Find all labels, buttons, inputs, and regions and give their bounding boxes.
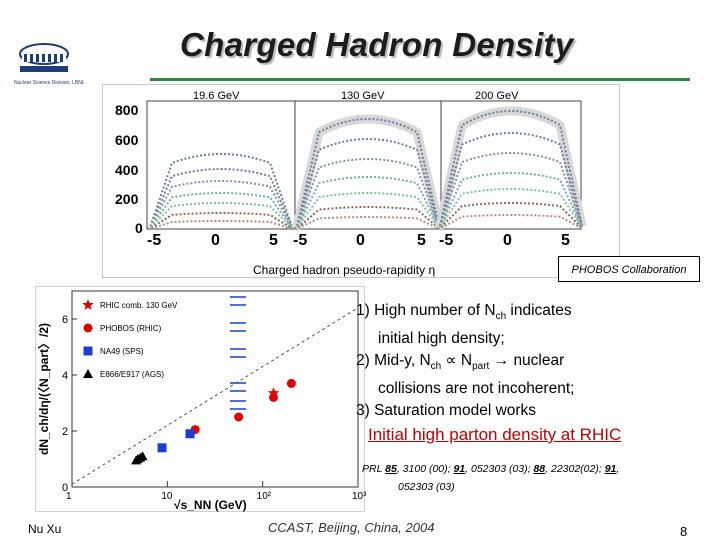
panel-label-200: 200 GeV: [475, 90, 519, 102]
footer-venue: CCAST, Beijing, China, 2004: [268, 520, 435, 535]
panel-label-130: 130 GeV: [341, 90, 385, 102]
collaboration-label: PHOBOS Collaboration: [558, 256, 700, 282]
references: PRL 85, 3100 (00); 91, 052303 (03); 88, …: [362, 463, 620, 493]
data-point-square-1: [185, 429, 195, 439]
x-tick-label-0: 1: [66, 491, 72, 502]
pseudorapidity-plot: 19.6 GeV 130 GeV 200 GeV 800 600 400 200…: [115, 90, 587, 277]
lbnl-logo-icon: [19, 43, 69, 72]
bullet-3: 3) Saturation model works: [356, 402, 537, 420]
chart-y-label: dN_ch/dη/(〈N_part〉/2): [36, 323, 51, 455]
x-tick-p2-5: 5: [417, 232, 426, 249]
curve-p0-0: [146, 153, 294, 230]
legend-marker-star: [82, 299, 94, 310]
curve-p1-1: [293, 138, 441, 230]
curve-p1-4: [294, 192, 440, 230]
bullet-list: 1) High number of Nch indicates initial …: [356, 300, 676, 422]
pseudorapidity-curves: [146, 106, 587, 232]
curve-p0-5: [147, 212, 293, 230]
y-tick-label-2: 2: [62, 426, 68, 438]
pseudorapidity-figure: 19.6 GeV 130 GeV 200 GeV 800 600 400 200…: [102, 84, 620, 278]
conclusion-text: Initial high parton density at RHIC: [368, 425, 622, 444]
y-tick-0: 0: [135, 220, 143, 236]
energy-dependence-figure: dN_ch/dη/(〈N_part〉/2) √s_NN (GeV) RHIC c…: [35, 286, 367, 512]
y-tick-label-6: 6: [62, 314, 68, 326]
x-tick-p1-0: 0: [211, 232, 220, 249]
logo-caption: Nuclear Science Division, LBNL: [14, 80, 85, 86]
page-title: Charged Hadron Density: [180, 26, 574, 63]
energy-dependence-chart: dN_ch/dη/(〈N_part〉/2) √s_NN (GeV) RHIC c…: [36, 290, 367, 512]
curve-p1-3: [294, 176, 440, 230]
curve-p2-2: [436, 152, 584, 230]
y-tick-label-4: 4: [62, 370, 68, 382]
curve-p2-5: [437, 202, 583, 230]
title-divider: [150, 78, 690, 81]
chart-x-label: √s_NN (GeV): [174, 498, 247, 512]
chart-frame: [71, 290, 359, 488]
curve-p1-6: [294, 216, 440, 230]
curve-p2-3: [436, 172, 584, 230]
curve-p2-0: [436, 110, 584, 230]
y-tick-label-0: 0: [62, 482, 68, 494]
curve-band-p1: [291, 114, 444, 232]
x-tick-p3-neg5: -5: [439, 232, 453, 249]
chart-legend: RHIC comb. 130 GeV PHOBOS (RHIC) NA49 (SPS…: [82, 299, 178, 379]
x-tick-p1-neg5: -5: [147, 232, 161, 249]
x-tick-label-1: 10: [161, 491, 173, 502]
y-tick-600: 600: [115, 132, 139, 148]
bullet-2: 2) Mid-y, Nch ∝ Npart → nuclear collisio…: [356, 352, 575, 398]
panel-label-19: 19.6 GeV: [193, 90, 240, 102]
curve-p2-6: [437, 214, 583, 230]
curve-p1-0: [293, 118, 441, 230]
model-markers: [230, 296, 246, 410]
fit-line: [71, 307, 359, 485]
legend-marker-circle: [83, 323, 93, 333]
curve-p1-2: [293, 158, 441, 230]
legend-label-0: RHIC comb. 130 GeV: [100, 301, 178, 310]
curve-p2-1: [436, 132, 584, 230]
bullet-1: 1) High number of Nch indicates initial …: [356, 302, 572, 348]
legend-label-3: E866/E917 (AGS): [100, 370, 164, 379]
x-tick-label-3: 10³: [352, 491, 366, 502]
legend-label-1: PHOBOS (RHIC): [100, 324, 162, 333]
x-tick-p3-5: 5: [561, 232, 570, 249]
x-tick-label-2: 10²: [257, 491, 272, 502]
footer-author: Nu Xu: [28, 522, 62, 536]
curve-p0-2: [147, 180, 293, 230]
curve-p0-4: [147, 202, 293, 230]
page-number: 8: [680, 524, 688, 539]
legend-marker-square: [83, 346, 93, 356]
curve-p0-1: [146, 168, 294, 230]
x-tick-p3-0: 0: [503, 232, 512, 249]
x-axis-label: Charged hadron pseudo-rapidity η: [253, 263, 435, 277]
data-point-circle-3: [286, 378, 296, 388]
legend-marker-triangle: [83, 369, 93, 378]
curve-p0-3: [147, 192, 293, 230]
x-tick-p2-neg5: -5: [293, 232, 307, 249]
curve-p0-6: [147, 220, 293, 230]
y-tick-800: 800: [115, 102, 139, 118]
x-tick-p1-5: 5: [269, 232, 278, 249]
legend-label-2: NA49 (SPS): [100, 347, 144, 356]
data-point-square-0: [157, 443, 167, 453]
data-point-circle-2: [269, 392, 279, 402]
y-tick-200: 200: [115, 191, 139, 207]
data-point-circle-1: [234, 412, 244, 422]
x-tick-p2-0: 0: [356, 232, 365, 249]
data-point-triangle-3: [137, 451, 148, 461]
y-tick-400: 400: [115, 162, 139, 178]
